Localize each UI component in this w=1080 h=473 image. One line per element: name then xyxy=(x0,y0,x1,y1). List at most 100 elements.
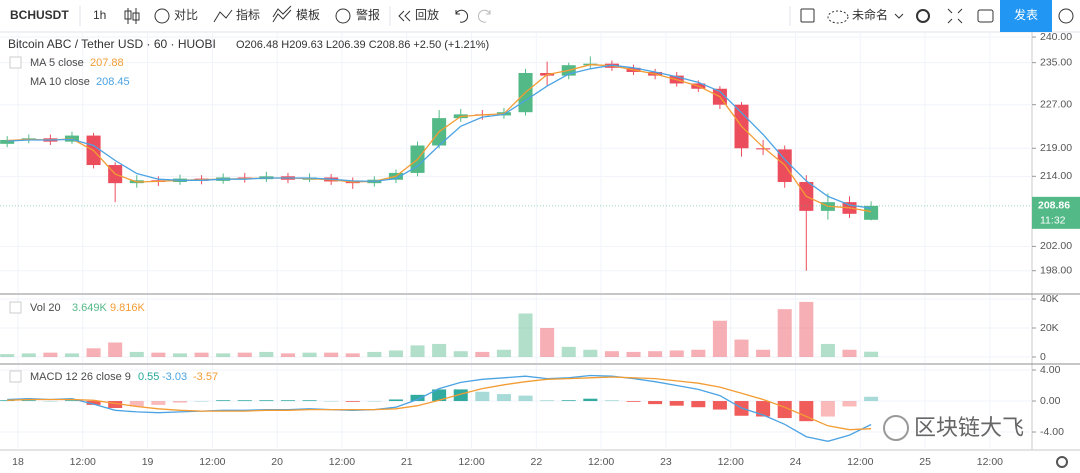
x-tick-label: 25 xyxy=(919,456,931,468)
templates[interactable]: 模板 xyxy=(296,8,320,22)
volume-bar xyxy=(259,351,274,357)
volume-bar xyxy=(432,343,447,357)
candle-body xyxy=(0,139,15,144)
macd-histogram xyxy=(0,400,15,402)
layout-name[interactable]: 未命名 xyxy=(852,7,888,22)
last-price-box xyxy=(1032,196,1080,229)
volume-bar xyxy=(583,349,598,357)
macd-histogram xyxy=(86,401,101,405)
x-tick-label: 12:00 xyxy=(847,456,873,468)
volume-bar xyxy=(367,351,382,357)
volume-bar xyxy=(280,353,295,357)
macd-histogram xyxy=(669,401,684,406)
macd-line xyxy=(7,374,872,442)
volume-bar xyxy=(799,301,814,357)
volume-bar xyxy=(475,351,490,357)
macd-histogram xyxy=(756,401,771,417)
cloud-icon[interactable] xyxy=(827,10,849,24)
legend-label: MACD 12 26 close 9 xyxy=(30,371,131,383)
volume-bar xyxy=(86,348,101,357)
alert[interactable]: 警报 xyxy=(356,7,380,22)
candle-icon[interactable] xyxy=(124,8,140,24)
legend-value: -3.57 xyxy=(193,371,218,383)
macd-histogram xyxy=(64,400,79,402)
volume-bar xyxy=(453,351,468,357)
x-tick-label: 12:00 xyxy=(977,456,1003,468)
y-tick-label: 227.00 xyxy=(1040,98,1072,110)
indicators[interactable]: 指标 xyxy=(236,7,260,22)
x-tick-label: 18 xyxy=(12,456,24,468)
legend-collapse[interactable] xyxy=(9,301,22,314)
macd-histogram xyxy=(367,401,382,402)
macd-histogram xyxy=(842,401,857,407)
snapshot[interactable] xyxy=(977,9,994,23)
volume-bar xyxy=(691,349,706,357)
publish-button[interactable] xyxy=(1000,0,1052,32)
undo[interactable] xyxy=(455,9,469,23)
template-icon[interactable] xyxy=(272,5,292,23)
symbol[interactable]: BCHUSDT xyxy=(10,8,69,22)
volume-bar xyxy=(669,350,684,357)
macd-histogram xyxy=(259,400,274,402)
volume-bar xyxy=(712,320,727,357)
y-tick-label: 219.00 xyxy=(1040,142,1072,154)
volume-bar xyxy=(108,342,123,357)
checkbox[interactable] xyxy=(800,8,815,23)
macd-histogram xyxy=(151,401,166,405)
volume-bar xyxy=(172,353,187,357)
macd-histogram xyxy=(172,401,187,403)
y-tick-label: 4.00 xyxy=(1040,364,1061,376)
volume-bar xyxy=(777,309,792,357)
legend-collapse[interactable] xyxy=(9,370,22,383)
macd-histogram xyxy=(820,401,835,417)
macd-histogram xyxy=(302,400,317,402)
legend-label: MA 5 close xyxy=(30,57,84,69)
redo[interactable] xyxy=(477,9,491,23)
replay-icon[interactable] xyxy=(398,10,411,22)
settings[interactable] xyxy=(916,9,930,23)
compare[interactable]: 对比 xyxy=(174,8,198,22)
legend-value: -3.03 xyxy=(162,371,187,383)
x-tick-label: 12:00 xyxy=(588,456,614,468)
volume-bar xyxy=(561,346,576,357)
macd-histogram xyxy=(712,401,727,410)
y-tick-label: 198.00 xyxy=(1040,264,1072,276)
play[interactable] xyxy=(1058,8,1074,24)
volume-bar xyxy=(496,349,511,357)
y-tick-label: 235.00 xyxy=(1040,56,1072,68)
alert-icon[interactable] xyxy=(335,8,351,24)
volume-bar xyxy=(388,350,403,357)
interval[interactable]: 1h xyxy=(93,8,106,22)
volume-bar xyxy=(410,345,425,357)
x-tick-label: 19 xyxy=(142,456,154,468)
plot-layer: 18 12:00 19 12:00 20 12:00 21 12:00 22 12:00 23 12:… xyxy=(0,31,1080,468)
indicator-icon[interactable] xyxy=(213,9,233,23)
macd-histogram xyxy=(583,398,598,402)
macd-histogram xyxy=(475,391,490,402)
chart-title: Bitcoin ABC / Tether USD · 60 · HUOBI xyxy=(8,37,216,51)
legend-collapse[interactable] xyxy=(9,56,22,69)
dropdown[interactable] xyxy=(894,13,904,19)
x-tick-label: 21 xyxy=(401,456,413,468)
toolbar xyxy=(0,0,1080,32)
macd-histogram xyxy=(496,394,511,402)
axis-settings[interactable] xyxy=(1056,456,1068,468)
macd-histogram xyxy=(453,389,468,402)
macd-histogram xyxy=(518,395,533,402)
publish[interactable]: 发表 xyxy=(1014,7,1038,22)
macd-histogram xyxy=(410,394,425,402)
y-tick-label: 40K xyxy=(1040,293,1059,305)
macd-histogram xyxy=(21,400,36,402)
last-price-label: 208.86 xyxy=(1038,200,1070,212)
volume-bar xyxy=(756,349,771,357)
macd-histogram xyxy=(280,400,295,402)
replay[interactable]: 回放 xyxy=(415,7,439,22)
macd-histogram xyxy=(799,401,814,422)
compare-icon[interactable] xyxy=(154,8,170,24)
x-tick-label: 20 xyxy=(271,456,283,468)
fullscreen[interactable] xyxy=(947,8,963,24)
ma-line xyxy=(7,64,872,209)
x-tick-label: 24 xyxy=(790,456,802,468)
legend-value: 9.816K xyxy=(110,302,146,314)
